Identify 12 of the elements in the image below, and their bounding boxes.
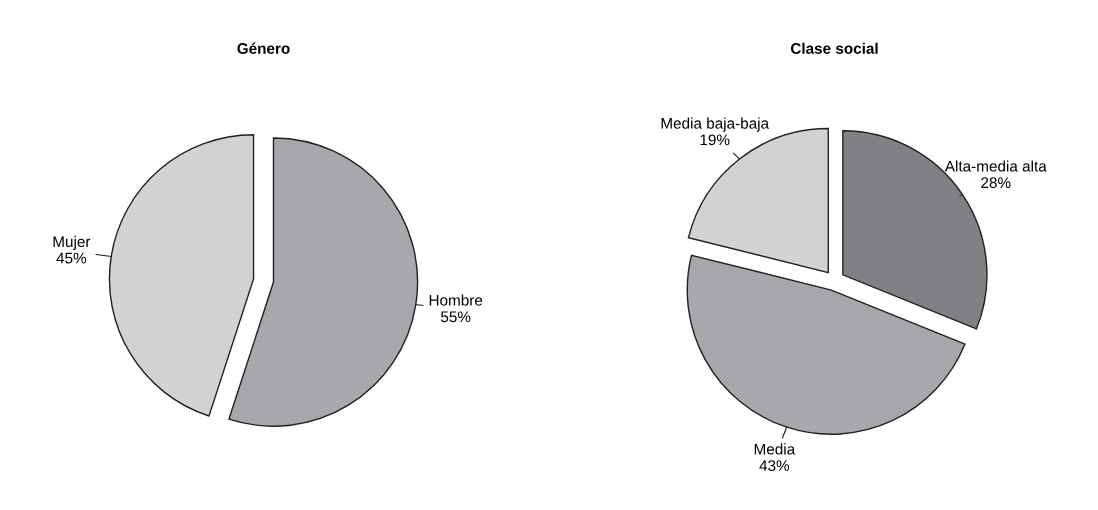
slice-label: Mujer (53, 235, 91, 251)
chart-title: Género (237, 42, 290, 54)
data-label: 43% (759, 460, 790, 472)
data-label: 55% (441, 311, 471, 323)
data-label: 28% (981, 177, 1011, 189)
slice-label: Media baja-baja (661, 117, 770, 132)
slice-label: Alta-media alta (944, 160, 1047, 172)
slice-label: Media (754, 443, 796, 455)
data-label: 19% (700, 134, 730, 146)
slice-label: Hombre (429, 294, 483, 306)
chart-title: Clase social (790, 42, 878, 54)
data-label: 45% (56, 252, 87, 264)
